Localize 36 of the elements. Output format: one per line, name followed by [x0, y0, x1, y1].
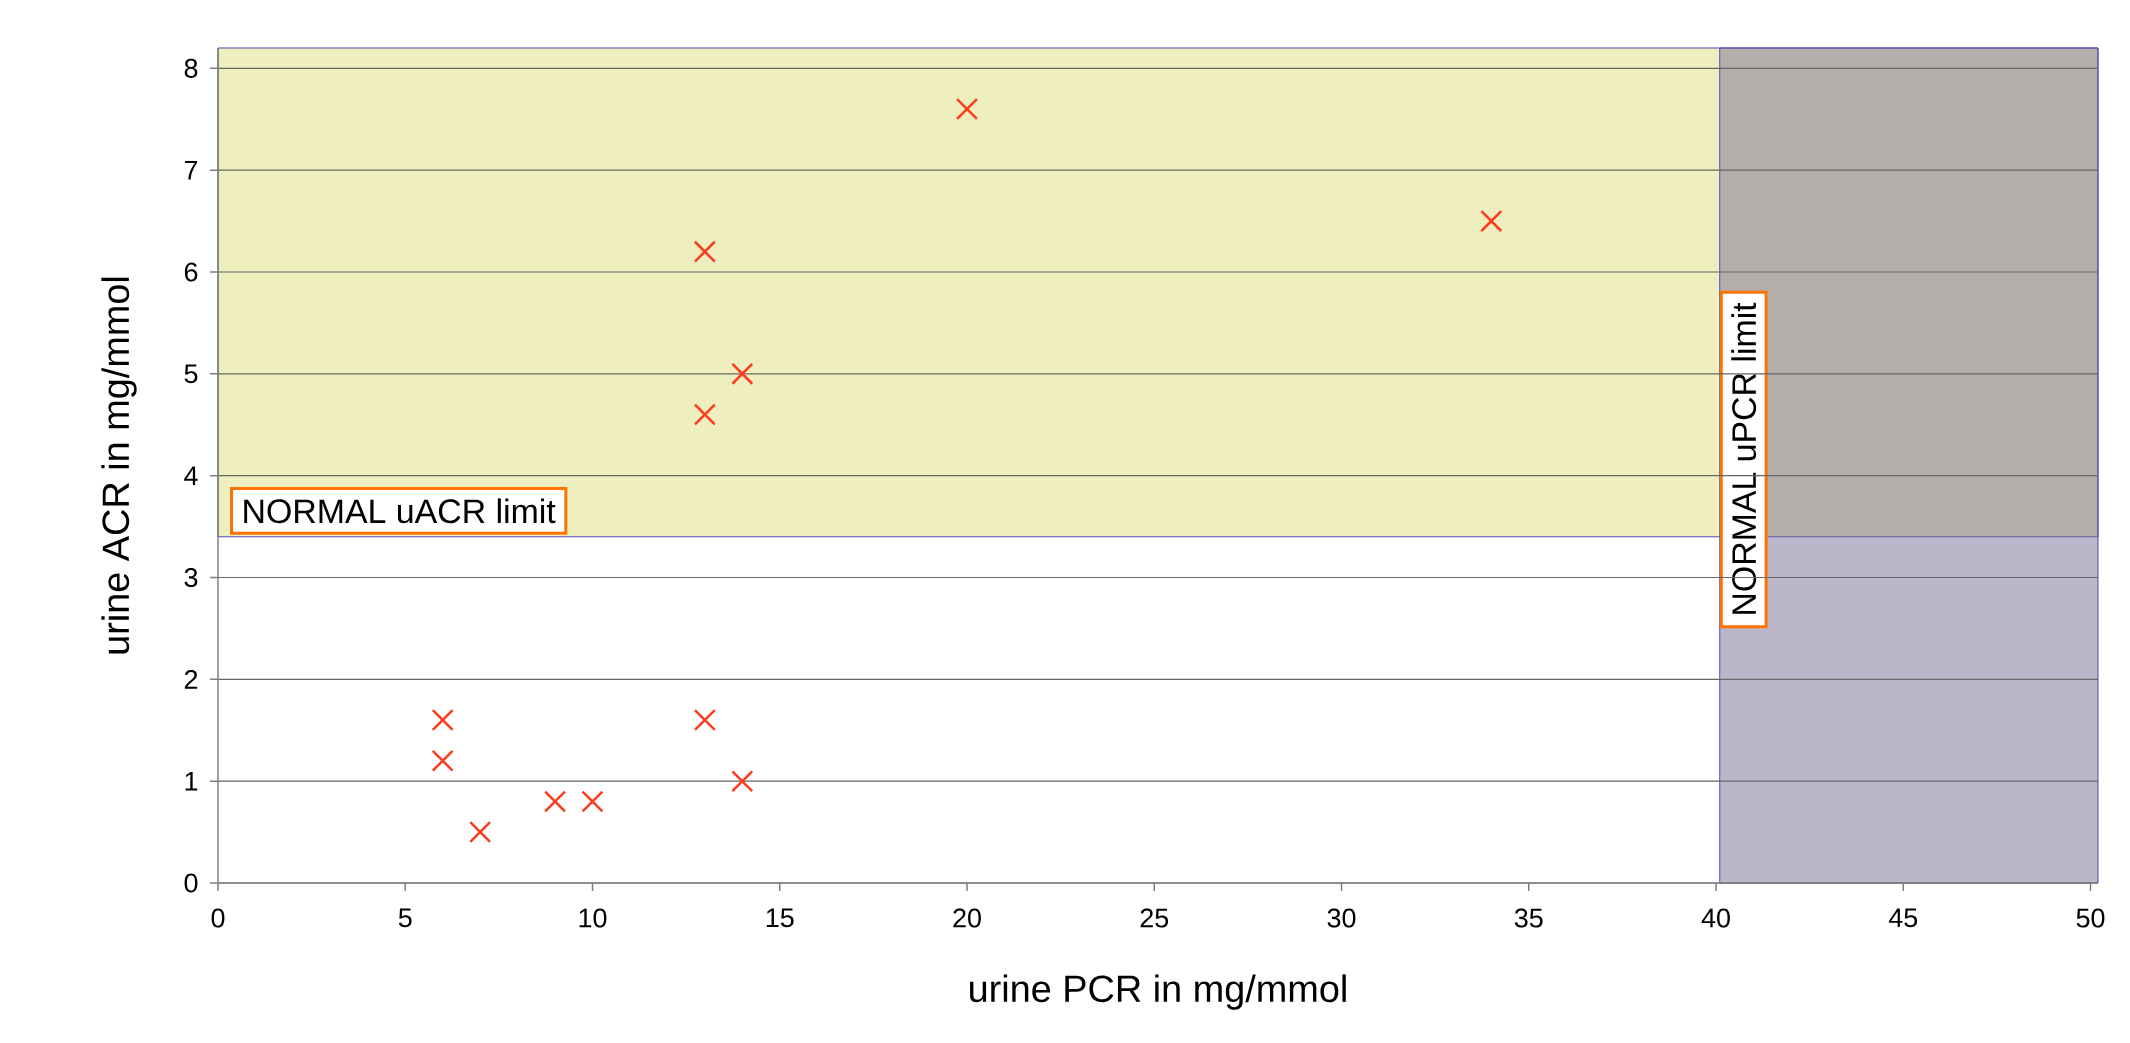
- band-label: NORMAL uPCR limit: [1731, 302, 1757, 614]
- x-tick-label: 20: [953, 908, 981, 928]
- point: [731, 770, 754, 793]
- point: [955, 97, 979, 121]
- y-tick-label: 5: [184, 364, 198, 384]
- x-tick-label: 5: [398, 908, 412, 928]
- x-tick-label: 15: [766, 908, 794, 928]
- y-tick-label: 2: [184, 669, 198, 689]
- x-tick-label: 45: [1888, 908, 1918, 928]
- y-tick-label: 1: [185, 771, 198, 791]
- y-tick-label: 8: [184, 58, 198, 78]
- x-tick-label: 50: [2076, 908, 2105, 928]
- point: [469, 820, 492, 844]
- point: [693, 403, 716, 426]
- x-tick-label: 25: [1140, 908, 1169, 928]
- y-axis-title: urine ACR in mg/mmol: [101, 277, 137, 654]
- y-tick-label: 7: [184, 160, 198, 180]
- y-tick-label: 3: [184, 567, 198, 588]
- y-tick-label: 0: [184, 873, 198, 893]
- x-tick-label: 30: [1327, 908, 1356, 928]
- x-axis-title: urine PCR in mg/mmol: [970, 974, 1346, 1010]
- point: [1480, 209, 1503, 233]
- point: [693, 240, 716, 263]
- point: [581, 790, 604, 813]
- point: [731, 362, 754, 385]
- x-tick-label: 10: [579, 908, 607, 928]
- point: [543, 790, 567, 813]
- point: [431, 708, 454, 732]
- y-tick-label: 4: [184, 466, 198, 485]
- x-tick-label: 0: [211, 908, 225, 928]
- point: [693, 708, 716, 732]
- point: [431, 749, 454, 772]
- x-tick-label: 35: [1514, 908, 1543, 928]
- x-tick-label: 40: [1701, 908, 1730, 928]
- band-label: NORMAL uACR limit: [244, 498, 556, 524]
- y-tick-label: 6: [184, 262, 198, 282]
